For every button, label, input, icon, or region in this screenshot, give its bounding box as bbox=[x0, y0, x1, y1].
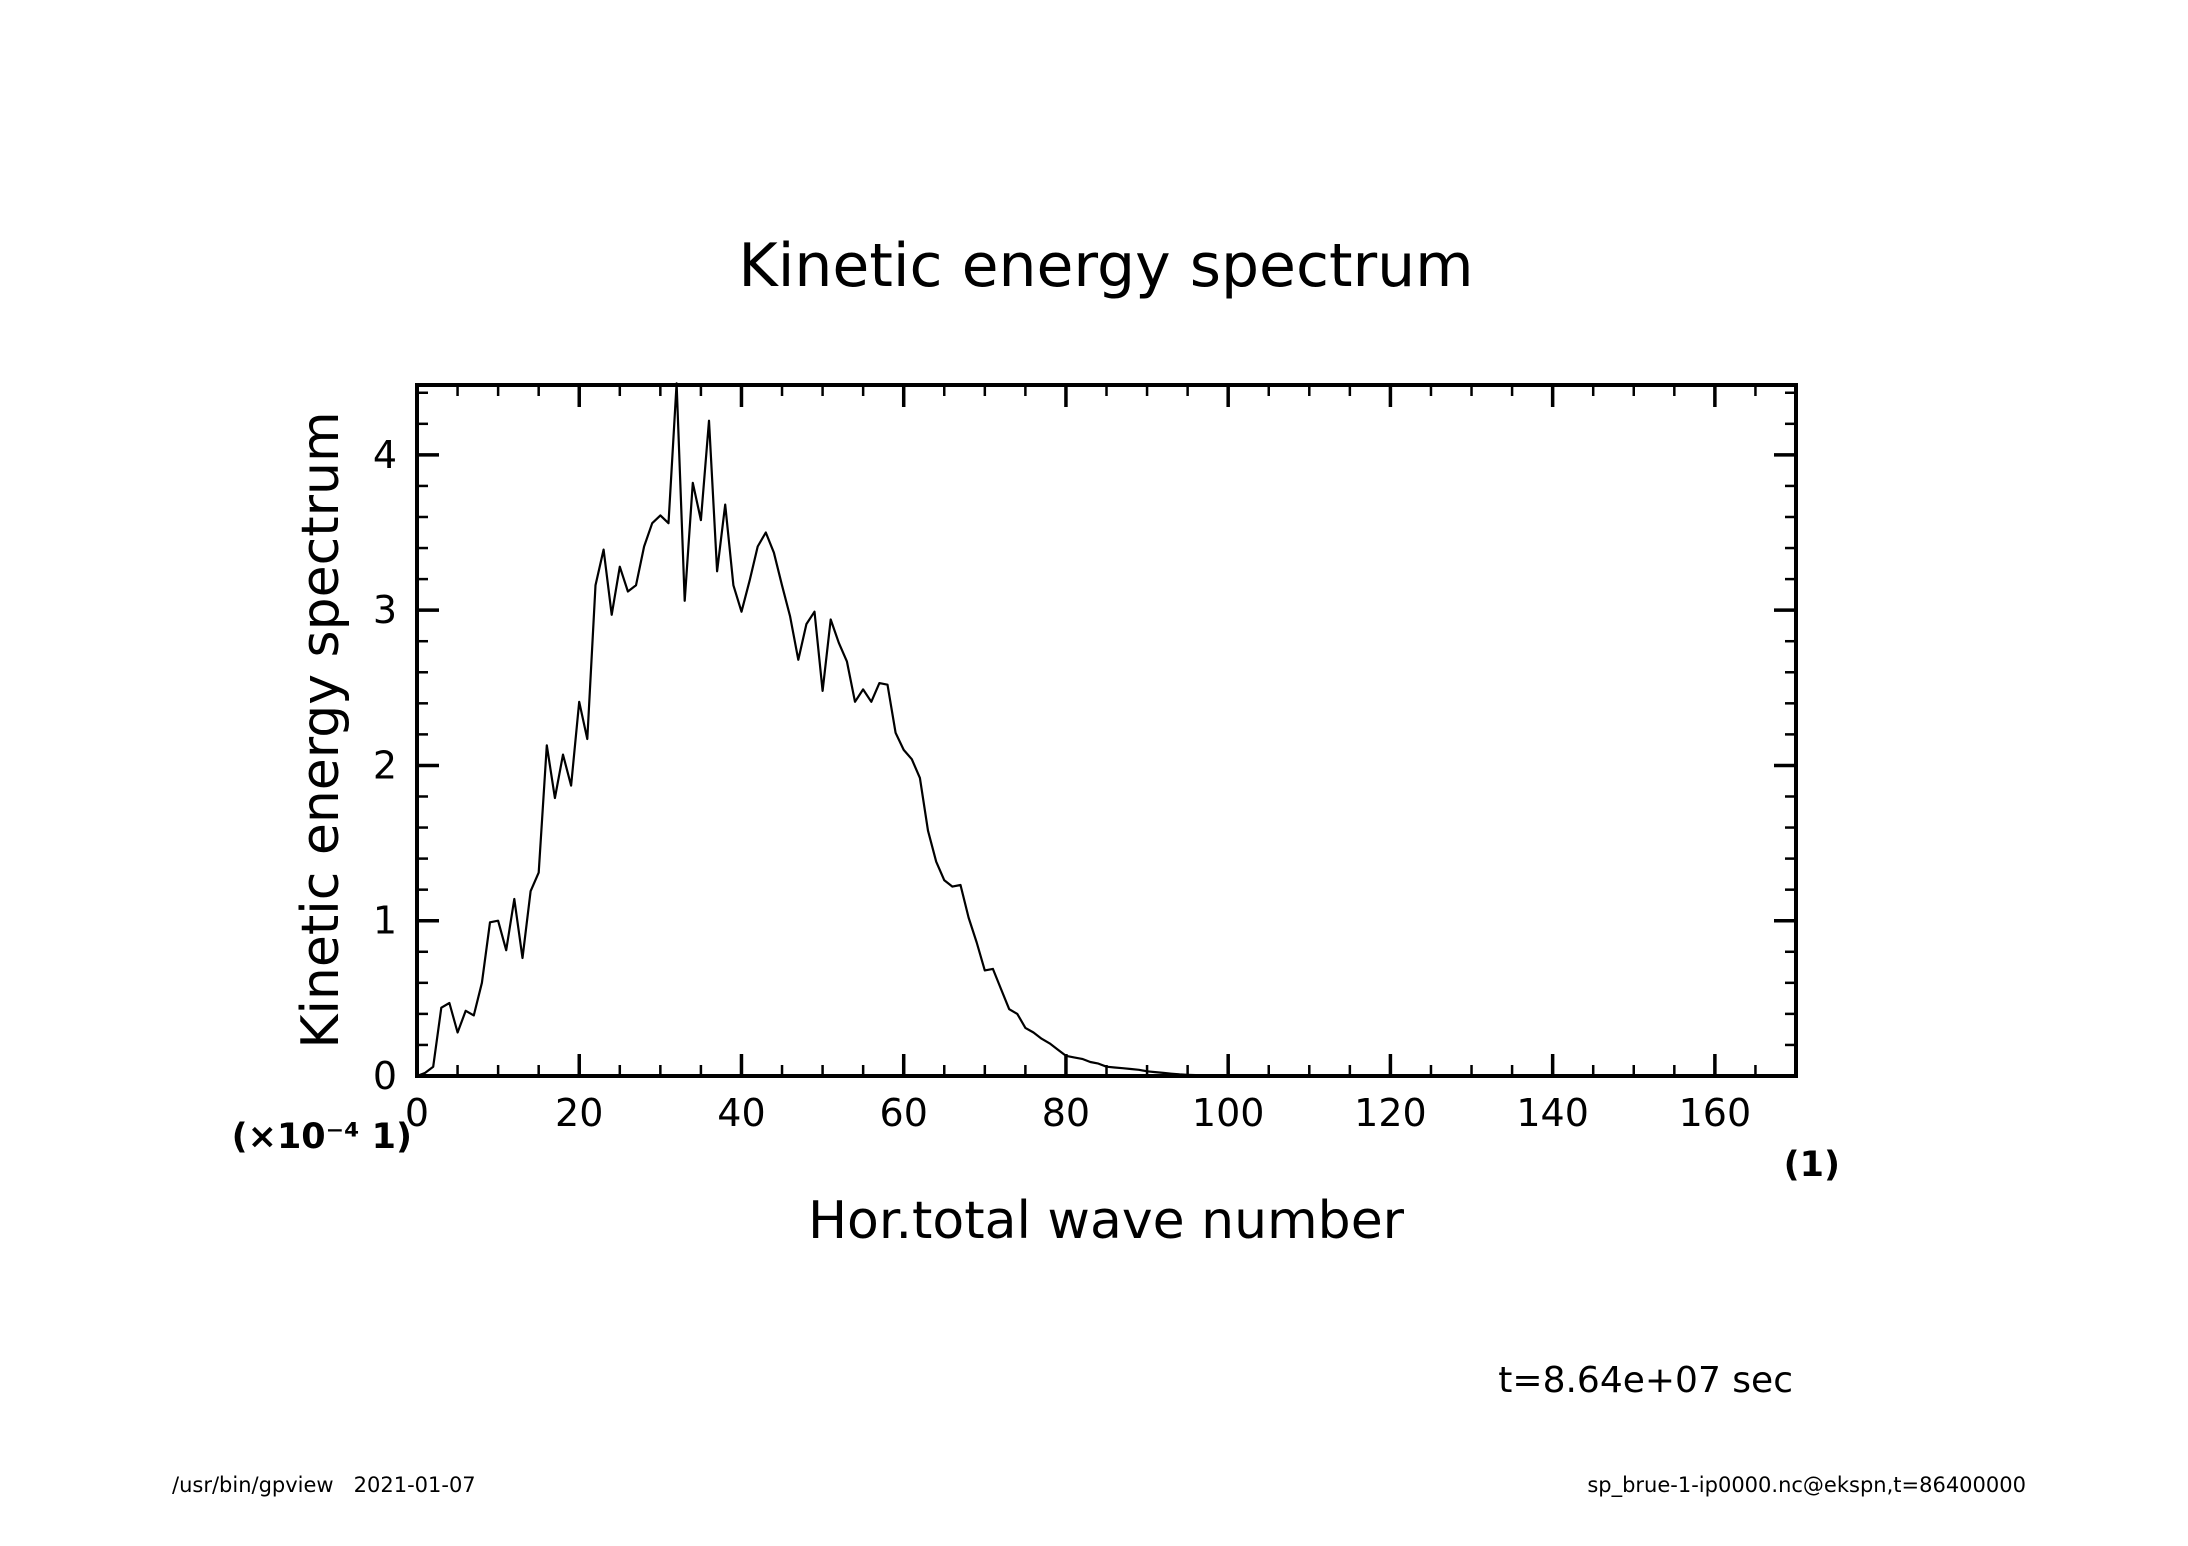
y-axis-label: Kinetic energy spectrum bbox=[291, 411, 351, 1048]
y-tick-label: 0 bbox=[373, 1054, 397, 1098]
tick-marks bbox=[415, 385, 1798, 1078]
x-unit-label: (1) bbox=[1784, 1145, 1840, 1185]
x-tick-label: 140 bbox=[1516, 1091, 1589, 1135]
y-tick-label: 4 bbox=[373, 433, 397, 477]
x-tick-label: 80 bbox=[1042, 1091, 1090, 1135]
time-annotation: t=8.64e+07 sec bbox=[1498, 1360, 1793, 1401]
y-tick-label: 3 bbox=[373, 588, 397, 632]
x-tick-label: 0 bbox=[405, 1091, 429, 1135]
x-tick-label: 100 bbox=[1192, 1091, 1265, 1135]
x-tick-label: 160 bbox=[1679, 1091, 1752, 1135]
x-tick-label: 120 bbox=[1354, 1091, 1427, 1135]
x-tick-label: 40 bbox=[717, 1091, 765, 1135]
x-tick-label: 20 bbox=[555, 1091, 603, 1135]
x-axis-label: Hor.total wave number bbox=[808, 1191, 1405, 1251]
series-line bbox=[416, 382, 1796, 1078]
y-tick-labels: 0 1 2 3 4 bbox=[373, 433, 397, 1098]
footer-left: /usr/bin/gpview 2021-01-07 bbox=[172, 1473, 476, 1497]
y-unit-label: (×10⁻⁴ 1) bbox=[232, 1117, 412, 1157]
y-tick-label: 2 bbox=[373, 743, 397, 787]
y-tick-label: 1 bbox=[373, 899, 397, 943]
footer-right: sp_brue-1-ip0000.nc@ekspn,t=86400000 bbox=[1587, 1473, 2026, 1498]
x-tick-labels: 0 20 40 60 80 100 120 140 160 bbox=[405, 1091, 1751, 1135]
x-tick-label: 60 bbox=[880, 1091, 928, 1135]
chart-title: Kinetic energy spectrum bbox=[738, 231, 1473, 301]
plot-frame bbox=[415, 383, 1798, 1078]
